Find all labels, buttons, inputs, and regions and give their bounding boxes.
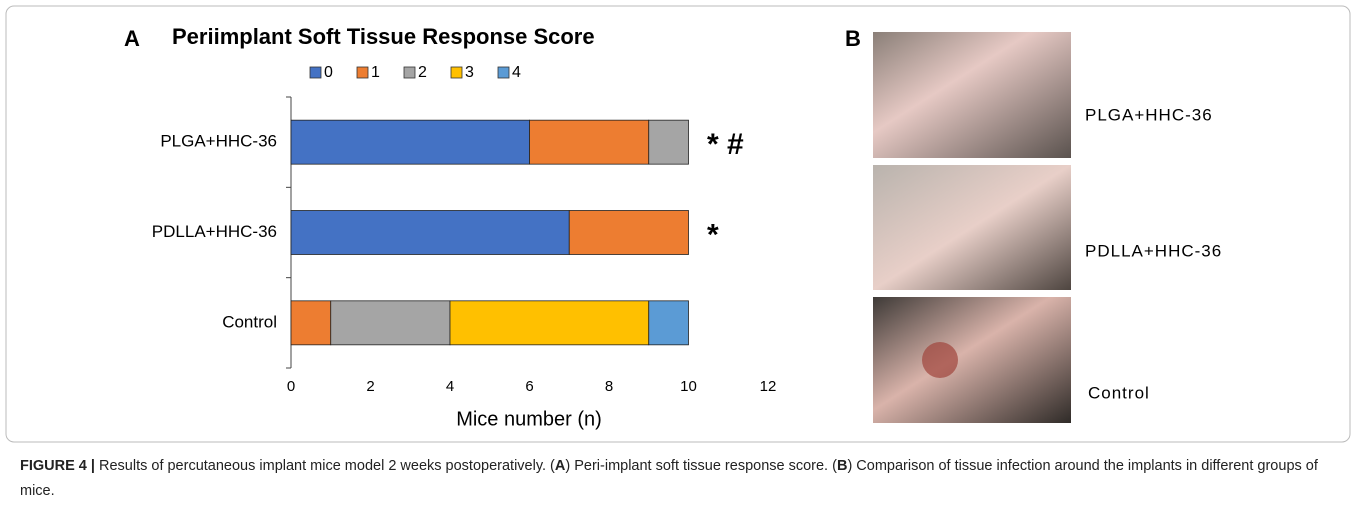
x-tick-label: 2 [366, 378, 374, 395]
caption-ref: B [837, 458, 847, 474]
photo [873, 165, 1071, 290]
caption-text: Results of percutaneous implant mice mod… [95, 458, 555, 474]
legend-swatch [357, 67, 368, 78]
photo [873, 297, 1071, 423]
wound [922, 342, 958, 378]
bar [291, 211, 569, 255]
photo-label: Control [1088, 383, 1150, 402]
figure: A Periimplant Soft Tissue Response Score… [0, 0, 1356, 450]
caption-text: ) Peri-implant soft tissue response scor… [565, 458, 837, 474]
bar [291, 120, 530, 164]
caption: FIGURE 4 | Results of percutaneous impla… [20, 454, 1330, 504]
bar [649, 301, 689, 345]
legend-swatch [498, 67, 509, 78]
photo-label: PLGA+HHC-36 [1085, 105, 1213, 124]
photo [873, 32, 1071, 158]
x-tick-label: 6 [525, 378, 533, 395]
x-axis-label: Mice number (n) [456, 408, 602, 430]
x-tick-label: 4 [446, 378, 454, 395]
legend-label: 0 [324, 64, 333, 81]
panel-label: B [845, 26, 861, 51]
legend-swatch [451, 67, 462, 78]
bar [450, 301, 649, 345]
y-tick-label: Control [222, 312, 277, 331]
y-tick-label: PDLLA+HHC-36 [152, 222, 277, 241]
bar [530, 120, 649, 164]
x-tick-label: 8 [605, 378, 613, 395]
x-tick-label: 12 [760, 378, 777, 395]
panel-label: A [124, 26, 140, 51]
chart-title: Periimplant Soft Tissue Response Score [172, 24, 595, 49]
legend-swatch [404, 67, 415, 78]
page: A Periimplant Soft Tissue Response Score… [0, 0, 1356, 521]
x-tick-label: 10 [680, 378, 697, 395]
photo-label: PDLLA+HHC-36 [1085, 241, 1222, 260]
legend-label: 4 [512, 64, 521, 81]
y-tick-label: PLGA+HHC-36 [160, 132, 277, 151]
caption-label: FIGURE 4 | [20, 458, 95, 474]
legend-swatch [310, 67, 321, 78]
annotation: * [707, 218, 719, 251]
legend-label: 1 [371, 64, 380, 81]
bar [649, 120, 689, 164]
bar [569, 211, 688, 255]
x-tick-label: 0 [287, 378, 295, 395]
bar [291, 301, 331, 345]
legend-label: 2 [418, 64, 427, 81]
caption-ref: A [555, 458, 565, 474]
bar [331, 301, 450, 345]
legend-label: 3 [465, 64, 474, 81]
annotation: * # [707, 128, 744, 161]
